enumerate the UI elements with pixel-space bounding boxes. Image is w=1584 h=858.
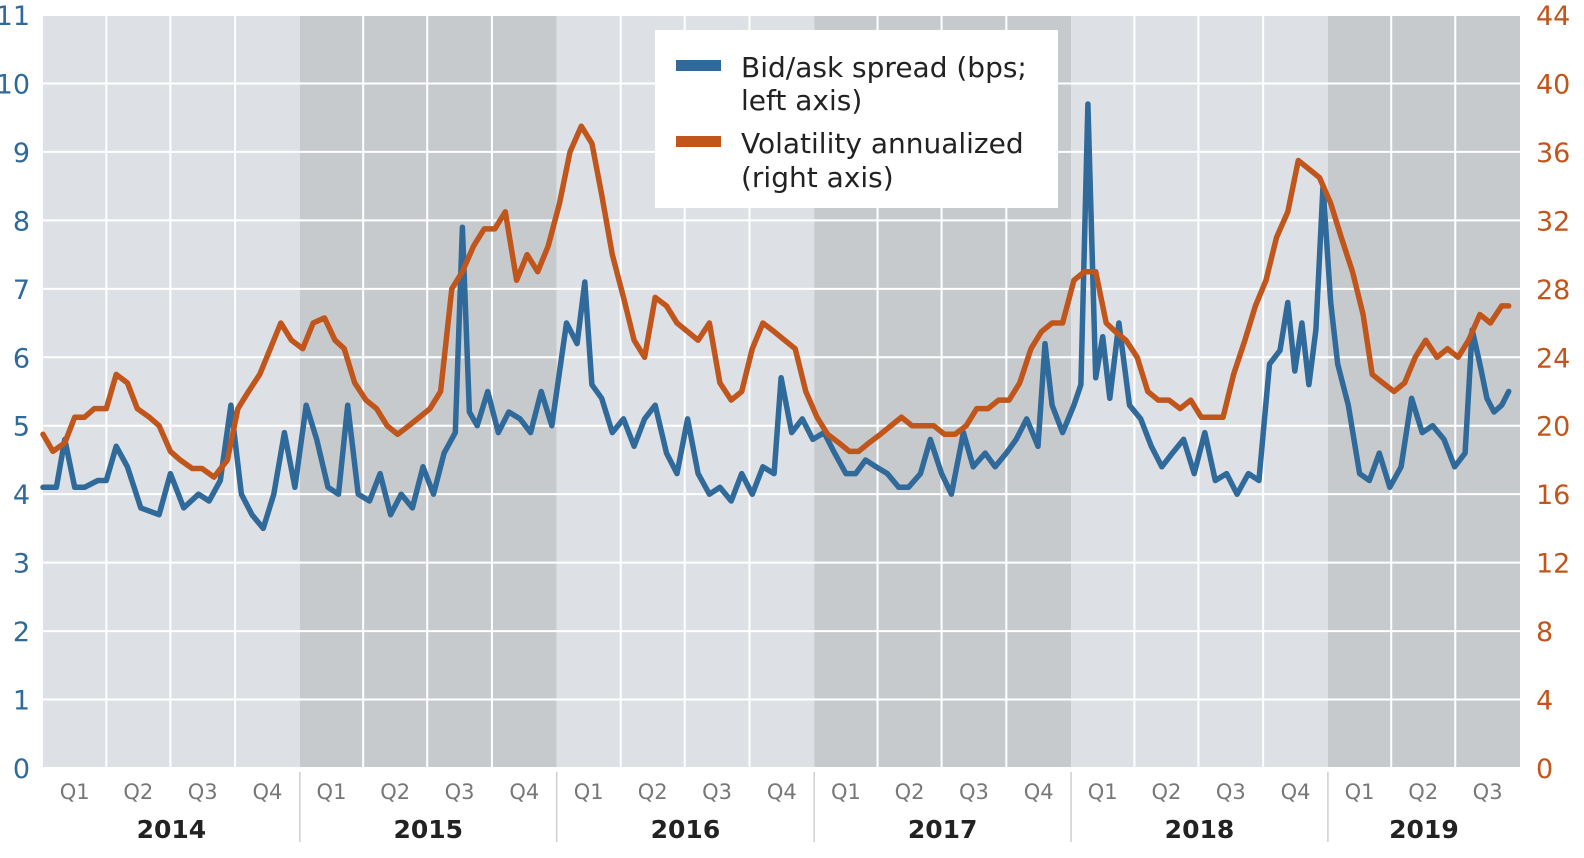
- right-tick-44: 44: [1536, 1, 1570, 32]
- quarter-label-2018-Q3: Q3: [1216, 780, 1246, 804]
- year-band-2014: [43, 15, 300, 768]
- quarter-label-2019-Q2: Q2: [1408, 780, 1438, 804]
- gridlines: [43, 14, 1520, 769]
- left-tick-11: 11: [0, 1, 30, 32]
- left-tick-8: 8: [13, 206, 30, 237]
- quarter-label-2018-Q2: Q2: [1151, 780, 1181, 804]
- left-tick-5: 5: [13, 412, 30, 443]
- legend-label-spread-line1: Bid/ask spread (bps;: [741, 51, 1027, 84]
- quarter-label-2015-Q2: Q2: [380, 780, 410, 804]
- year-label-2019: 2019: [1389, 815, 1459, 844]
- quarter-label-2017-Q3: Q3: [959, 780, 989, 804]
- right-tick-20: 20: [1536, 412, 1570, 443]
- series-line-volatility: [40, 123, 1512, 480]
- legend: Bid/ask spread (bps; left axis) Volatili…: [655, 30, 1058, 208]
- left-axis-ticks: 0 1 2 3 4 5 6 7 8 9 10 11: [0, 1, 30, 785]
- left-tick-4: 4: [13, 480, 30, 511]
- right-axis-ticks: 0 4 8 12 16 20 24 28 32 36 40 44: [1536, 1, 1570, 785]
- quarter-label-2018-Q1: Q1: [1088, 780, 1118, 804]
- quarter-label-2014-Q2: Q2: [123, 780, 153, 804]
- year-label-2017: 2017: [908, 815, 978, 844]
- right-tick-36: 36: [1536, 138, 1570, 169]
- legend-label-volatility-line2: (right axis): [741, 161, 894, 194]
- left-tick-6: 6: [13, 343, 30, 374]
- quarter-label-2016-Q4: Q4: [767, 780, 797, 804]
- quarter-label-2016-Q1: Q1: [574, 780, 604, 804]
- left-tick-3: 3: [13, 549, 30, 580]
- right-tick-12: 12: [1536, 549, 1570, 580]
- quarter-label-2015-Q4: Q4: [509, 780, 539, 804]
- year-band-2018: [1071, 15, 1328, 768]
- series-lines: [40, 101, 1512, 532]
- quarter-label-2015-Q3: Q3: [445, 780, 475, 804]
- left-tick-2: 2: [13, 617, 30, 648]
- quarter-label-2017-Q1: Q1: [831, 780, 861, 804]
- right-tick-8: 8: [1536, 617, 1553, 648]
- right-tick-0: 0: [1536, 754, 1553, 785]
- right-tick-4: 4: [1536, 686, 1553, 717]
- quarter-label-2017-Q2: Q2: [895, 780, 925, 804]
- left-tick-0: 0: [13, 754, 30, 785]
- legend-label-volatility-line1: Volatility annualized: [741, 127, 1024, 160]
- legend-label-spread-line2: left axis): [741, 84, 862, 117]
- right-tick-32: 32: [1536, 206, 1570, 237]
- legend-swatch-spread: [676, 60, 721, 71]
- right-tick-16: 16: [1536, 480, 1570, 511]
- series-line-bid-ask-spread: [40, 101, 1512, 532]
- legend-swatch-volatility: [676, 136, 721, 147]
- quarter-label-2014-Q1: Q1: [60, 780, 90, 804]
- quarter-label-2019-Q3: Q3: [1473, 780, 1503, 804]
- quarter-label-2014-Q3: Q3: [188, 780, 218, 804]
- right-tick-40: 40: [1536, 69, 1570, 100]
- quarter-label-2016-Q2: Q2: [638, 780, 668, 804]
- x-axis-labels: 2014 Q1 Q2 Q3 Q4 2015 Q1 Q2 Q3 Q4 2016 Q1 Q2 Q3 Q4 2017…: [60, 772, 1503, 844]
- legend-box: [655, 30, 1058, 208]
- year-band-2015: [299, 15, 557, 768]
- quarter-label-2018-Q4: Q4: [1281, 780, 1311, 804]
- year-label-2015: 2015: [393, 815, 463, 844]
- left-tick-7: 7: [13, 275, 30, 306]
- quarter-label-2016-Q3: Q3: [702, 780, 732, 804]
- year-band-2019: [1327, 15, 1520, 768]
- left-tick-9: 9: [13, 138, 30, 169]
- quarter-label-2017-Q4: Q4: [1024, 780, 1054, 804]
- year-label-2018: 2018: [1165, 815, 1235, 844]
- right-tick-24: 24: [1536, 343, 1570, 374]
- year-label-2016: 2016: [651, 815, 721, 844]
- quarter-label-2014-Q4: Q4: [253, 780, 283, 804]
- quarter-label-2015-Q1: Q1: [317, 780, 347, 804]
- left-tick-1: 1: [13, 686, 30, 717]
- left-tick-10: 10: [0, 69, 30, 100]
- year-label-2014: 2014: [137, 815, 207, 844]
- quarter-label-2019-Q1: Q1: [1345, 780, 1375, 804]
- right-tick-28: 28: [1536, 275, 1570, 306]
